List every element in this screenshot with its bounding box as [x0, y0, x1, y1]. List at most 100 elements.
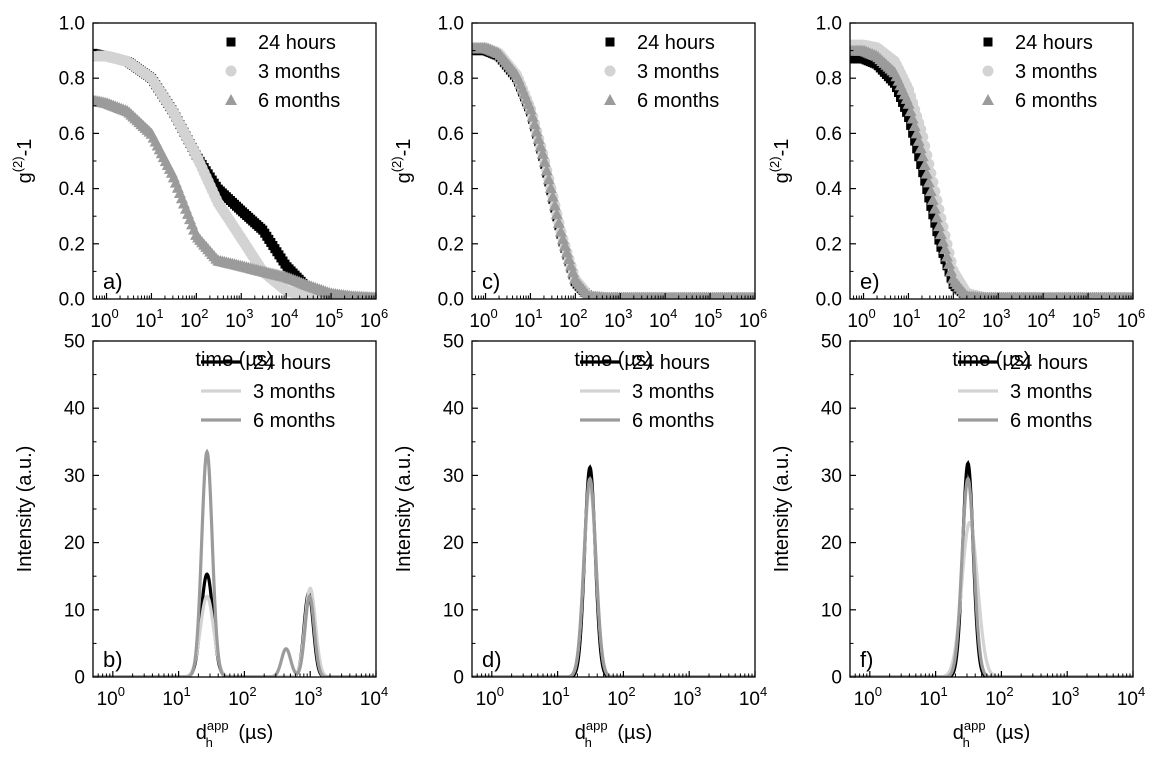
- panel-b: 0 10 20 30 40 50 100 101 102 103 104 dapp h (µs) Inte…: [14, 332, 388, 751]
- legend: 24 hours 3 months 6 months: [201, 352, 335, 432]
- data-point: [530, 125, 543, 137]
- plot-area: [850, 39, 1133, 299]
- legend-label: 3 months: [632, 381, 714, 403]
- x-tick-label: 100: [476, 684, 504, 710]
- data-point: [932, 220, 945, 232]
- panel-letter: f): [860, 647, 873, 672]
- series-line-3-months: [850, 520, 1133, 677]
- series-line-24-hours: [93, 572, 376, 677]
- y-axis-label: g(2)-1: [389, 139, 415, 184]
- y-tick-label: 0.2: [816, 234, 842, 255]
- x-tick-label: 100: [90, 306, 118, 332]
- x-axis-label: time (µs): [574, 349, 652, 371]
- y-tick-label: 0.4: [816, 179, 843, 200]
- data-point: [554, 225, 567, 237]
- data-point: [945, 265, 958, 277]
- legend-label: 3 months: [1015, 61, 1097, 83]
- y-tick-label: 50: [64, 332, 85, 353]
- x-tick-label: 103: [1051, 684, 1079, 710]
- x-tick-label: 102: [228, 684, 256, 710]
- data-point: [906, 112, 919, 124]
- x-axis-label: time (µs): [952, 349, 1030, 371]
- data-point: [914, 152, 924, 162]
- x-axis-label: dapp h (µs): [953, 718, 1030, 750]
- y-tick-label: 30: [821, 466, 842, 487]
- data-point: [902, 107, 912, 117]
- legend: 24 hours 3 months 6 months: [580, 352, 714, 432]
- x-tick-label: 100: [97, 684, 125, 710]
- y-tick-label: 40: [821, 399, 842, 420]
- plot-area: [472, 464, 755, 677]
- series-line-6-months: [93, 448, 376, 677]
- data-point: [550, 208, 563, 220]
- data-point: [546, 190, 559, 202]
- data-point: [922, 184, 932, 194]
- legend-label: 6 months: [632, 410, 714, 432]
- data-point: [926, 201, 936, 211]
- legend-label: 6 months: [1010, 410, 1092, 432]
- series-line-3-months: [472, 482, 755, 677]
- y-axis-label: Intensity (a.u.): [393, 446, 415, 573]
- x-tick-label: 104: [1117, 684, 1145, 710]
- y-tick-label: 40: [64, 399, 85, 420]
- data-point: [928, 210, 938, 220]
- y-tick-label: 0: [74, 668, 85, 689]
- data-point: [526, 110, 539, 122]
- data-point: [904, 105, 917, 117]
- data-point: [906, 120, 916, 130]
- x-tick-label: 106: [739, 306, 767, 332]
- data-point: [542, 173, 555, 185]
- x-tick-label: 104: [1027, 306, 1055, 332]
- data-point: [916, 160, 926, 170]
- y-tick-label: 20: [821, 533, 842, 554]
- data-point: [918, 168, 928, 178]
- y-tick-label: 0.6: [438, 124, 464, 145]
- x-tick-label: 105: [1072, 306, 1100, 332]
- y-tick-label: 10: [443, 600, 464, 621]
- series-line-24-hours: [850, 460, 1133, 677]
- data-point: [920, 167, 933, 179]
- x-tick-label: 100: [854, 684, 882, 710]
- series-24-hours: [472, 46, 755, 299]
- data-point: [540, 164, 553, 176]
- legend-swatch: [982, 94, 994, 105]
- data-point: [936, 242, 946, 252]
- plot-area: [93, 48, 376, 299]
- legend-label: 3 months: [637, 61, 719, 83]
- data-point: [904, 113, 914, 123]
- data-point: [924, 193, 934, 203]
- data-point: [538, 155, 551, 167]
- y-tick-label: 1.0: [816, 14, 842, 35]
- legend: 24 hours 3 months 6 months: [225, 32, 340, 112]
- data-point: [534, 140, 547, 152]
- y-tick-label: 20: [64, 533, 85, 554]
- x-axis-label: dapp h (µs): [196, 718, 273, 750]
- data-point: [930, 211, 943, 223]
- y-tick-label: 0.8: [816, 69, 842, 90]
- data-point: [941, 250, 954, 262]
- legend-label: 6 months: [258, 90, 340, 112]
- y-tick-label: 20: [443, 533, 464, 554]
- data-point: [371, 291, 376, 299]
- x-tick-label: 103: [673, 684, 701, 710]
- y-tick-label: 0.4: [59, 179, 86, 200]
- data-point: [524, 103, 537, 115]
- x-tick-label: 101: [541, 684, 569, 710]
- x-axis-label: dapp h (µs): [575, 718, 652, 750]
- legend: 24 hours 3 months 6 months: [982, 32, 1097, 112]
- panel-a: 0.0 0.2 0.4 0.6 0.8 1.0 100 101 102 103 104 105 106 t…: [10, 14, 388, 372]
- y-tick-label: 0.2: [59, 234, 85, 255]
- y-tick-label: 10: [821, 600, 842, 621]
- y-tick-label: 1.0: [59, 14, 85, 35]
- y-tick-label: 50: [443, 332, 464, 353]
- panel-letter: b): [103, 647, 123, 672]
- legend-label: 24 hours: [1015, 32, 1093, 54]
- data-point: [910, 136, 920, 146]
- x-tick-label: 105: [694, 306, 722, 332]
- data-point: [934, 228, 947, 240]
- x-tick-label: 103: [225, 306, 253, 332]
- legend-label: 24 hours: [1010, 352, 1088, 374]
- data-point: [560, 246, 573, 258]
- legend-label: 24 hours: [632, 352, 710, 374]
